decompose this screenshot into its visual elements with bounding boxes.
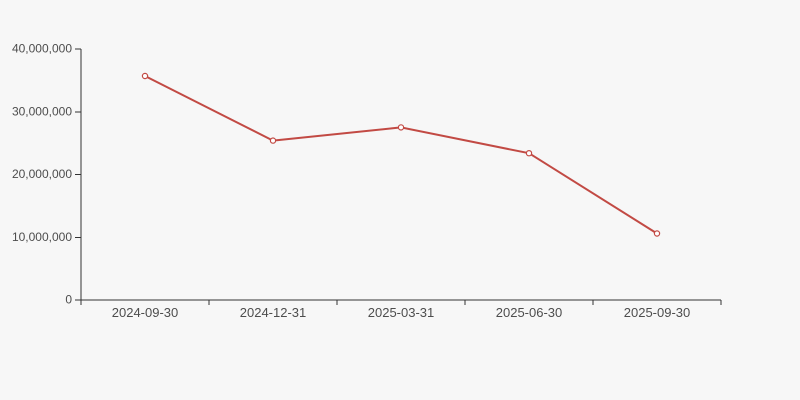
x-axis-label: 2025-09-30 [624, 305, 691, 320]
data-point-marker[interactable] [141, 72, 149, 80]
y-tick-label: 30,000,000 [12, 104, 72, 118]
x-axis-label: 2024-09-30 [112, 305, 179, 320]
y-tick-label: 10,000,000 [12, 230, 72, 244]
data-point-marker[interactable] [653, 230, 661, 237]
y-tick-label: 0 [65, 293, 72, 307]
data-point-marker[interactable] [397, 124, 405, 131]
x-axis-label: 2025-03-31 [368, 305, 435, 320]
x-axis-label: 2025-06-30 [496, 305, 563, 320]
y-tick-label: 40,000,000 [12, 42, 72, 56]
series-line [144, 75, 658, 235]
data-point-marker[interactable] [525, 149, 533, 157]
data-point-marker[interactable] [269, 137, 277, 144]
y-tick-label: 20,000,000 [12, 167, 72, 181]
x-axis-label: 2024-12-31 [240, 305, 307, 320]
